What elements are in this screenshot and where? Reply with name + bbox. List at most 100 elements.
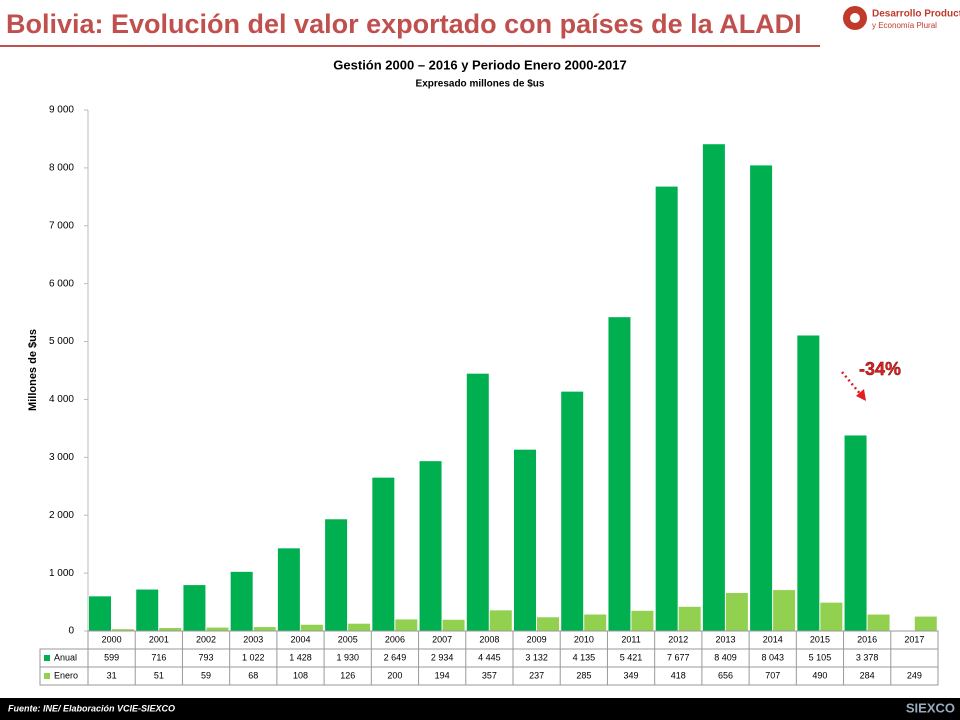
bar xyxy=(419,461,442,631)
bar xyxy=(914,616,937,631)
chart-title: Gestión 2000 – 2016 y Periodo Enero 2000… xyxy=(333,57,626,72)
x-tick-label: 2014 xyxy=(763,634,783,644)
data-label: 5 421 xyxy=(620,652,643,662)
y-tick-label: 5 000 xyxy=(49,336,74,347)
data-label: 599 xyxy=(104,652,119,662)
bar xyxy=(466,373,489,631)
data-label: 1 428 xyxy=(289,652,312,662)
data-label: 7 677 xyxy=(667,652,690,662)
bar xyxy=(867,614,890,631)
bar xyxy=(253,627,276,631)
y-tick-label: 8 000 xyxy=(49,163,74,174)
bar xyxy=(348,623,371,631)
bar xyxy=(89,596,111,631)
bar xyxy=(820,602,843,631)
data-label: 108 xyxy=(293,670,308,680)
bar xyxy=(230,571,253,631)
data-label: 59 xyxy=(201,670,211,680)
footer-logo: SIEXCO xyxy=(906,700,955,715)
legend-label: Enero xyxy=(54,670,78,680)
bar xyxy=(183,585,206,631)
x-tick-label: 2007 xyxy=(432,634,452,644)
x-tick-label: 2015 xyxy=(810,634,830,644)
data-label: 793 xyxy=(199,652,214,662)
x-tick-label: 2009 xyxy=(527,634,547,644)
data-label: 5 105 xyxy=(809,652,832,662)
y-tick-label: 2 000 xyxy=(49,510,74,521)
bar xyxy=(750,165,773,632)
bar xyxy=(159,628,182,631)
y-tick-label: 9 000 xyxy=(49,105,74,116)
bar xyxy=(773,590,796,631)
data-label: 3 132 xyxy=(525,652,548,662)
x-tick-label: 2000 xyxy=(102,634,122,644)
bar xyxy=(655,186,678,631)
data-label: 490 xyxy=(812,670,827,680)
data-label: 357 xyxy=(482,670,497,680)
data-label: 2 649 xyxy=(384,652,407,662)
data-label: 68 xyxy=(248,670,258,680)
x-tick-label: 2006 xyxy=(385,634,405,644)
x-tick-label: 2010 xyxy=(574,634,594,644)
data-label: 3 378 xyxy=(856,652,879,662)
bar xyxy=(489,610,512,631)
bar xyxy=(395,619,418,631)
data-label: 200 xyxy=(387,670,402,680)
data-label: 8 409 xyxy=(714,652,737,662)
data-label: 284 xyxy=(860,670,875,680)
data-label: 31 xyxy=(107,670,117,680)
x-tick-label: 2008 xyxy=(479,634,499,644)
y-axis-label: Millones de $us xyxy=(27,329,39,411)
x-tick-label: 2003 xyxy=(243,634,263,644)
logo-text: Desarrollo Productivo xyxy=(872,9,960,20)
bar xyxy=(797,335,820,631)
legend-label: Anual xyxy=(54,652,77,662)
x-tick-label: 2017 xyxy=(904,634,924,644)
data-label: 716 xyxy=(151,652,166,662)
x-tick-label: 2001 xyxy=(149,634,169,644)
bar xyxy=(136,589,159,631)
bar xyxy=(300,624,323,631)
annotation: -34% xyxy=(859,359,901,379)
legend-swatch xyxy=(44,673,50,679)
y-tick-label: 6 000 xyxy=(49,278,74,289)
x-tick-label: 2013 xyxy=(715,634,735,644)
data-label: 418 xyxy=(671,670,686,680)
bar xyxy=(325,519,348,631)
data-label: 4 135 xyxy=(573,652,596,662)
data-label: 4 445 xyxy=(478,652,501,662)
x-tick-label: 2005 xyxy=(338,634,358,644)
annotation-arrow xyxy=(841,371,863,397)
x-tick-label: 2002 xyxy=(196,634,216,644)
data-label: 1 930 xyxy=(336,652,359,662)
bar xyxy=(678,606,701,631)
bar xyxy=(372,477,395,631)
bar xyxy=(277,548,300,631)
x-tick-label: 2011 xyxy=(621,634,640,644)
bar xyxy=(844,435,867,631)
bar xyxy=(112,629,134,631)
bar xyxy=(608,317,631,631)
data-label: 2 934 xyxy=(431,652,454,662)
data-label: 656 xyxy=(718,670,733,680)
chart-subtitle: Expresado millones de $us xyxy=(416,79,545,90)
x-tick-label: 2016 xyxy=(857,634,877,644)
bar xyxy=(584,614,607,631)
bar xyxy=(537,617,559,631)
y-tick-label: 7 000 xyxy=(49,220,74,231)
y-tick-label: 4 000 xyxy=(49,394,74,405)
footer-bar xyxy=(0,698,960,720)
data-label: 249 xyxy=(907,670,922,680)
bar xyxy=(561,391,584,631)
y-tick-label: 1 000 xyxy=(49,568,74,579)
y-tick-label: 0 xyxy=(68,626,74,637)
data-label: 1 022 xyxy=(242,652,265,662)
data-label: 194 xyxy=(435,670,450,680)
data-label: 707 xyxy=(765,670,780,680)
logo-text: y Economía Plural xyxy=(872,21,937,30)
data-label: 8 043 xyxy=(761,652,784,662)
data-label: 349 xyxy=(624,670,639,680)
y-tick-label: 3 000 xyxy=(49,452,74,463)
data-label: 285 xyxy=(576,670,591,680)
